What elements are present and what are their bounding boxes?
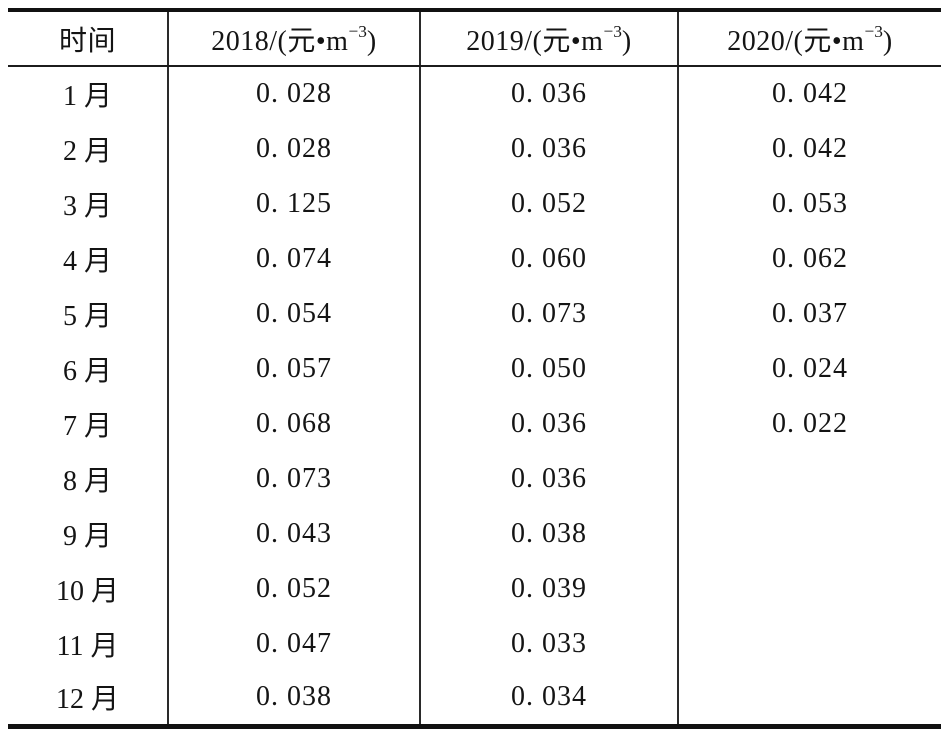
header-2019-text: 2019/(元•m (466, 25, 604, 57)
value-cell-2019: 0. 036 (419, 121, 678, 176)
header-2020-text: 2020/(元•m (727, 25, 865, 57)
table-row: 12 月 0. 038 0. 034 (8, 671, 941, 726)
header-2020-close-paren: ) (882, 25, 893, 57)
value-cell-2018: 0. 074 (167, 231, 420, 286)
value-cell-2018: 0. 054 (167, 286, 420, 341)
table-row: 8 月 0. 073 0. 036 (8, 451, 941, 506)
table-header-row: 时间 2018/(元•m−3) 2019/(元•m−3) 2020/(元•m−3… (8, 10, 941, 67)
value-cell-2018: 0. 125 (167, 176, 420, 231)
value-cell-2020 (677, 671, 941, 726)
header-2018-text: 2018/(元•m (211, 25, 349, 57)
column-header-2020: 2020/(元•m−3) (677, 10, 941, 67)
month-cell: 10 月 (55, 575, 119, 607)
column-header-2019: 2019/(元•m−3) (419, 10, 678, 67)
month-cell: 6 月 (62, 355, 112, 387)
value-cell-2020: 0. 042 (677, 66, 941, 121)
month-cell: 2 月 (62, 135, 112, 167)
value-cell-2020: 0. 037 (677, 286, 941, 341)
month-cell: 9 月 (62, 520, 112, 552)
value-cell-2020 (677, 451, 941, 506)
table-row: 10 月 0. 052 0. 039 (8, 561, 941, 616)
column-header-2018: 2018/(元•m−3) (167, 10, 420, 67)
value-cell-2020 (677, 506, 941, 561)
month-cell: 12 月 (55, 684, 119, 716)
table-row: 3 月 0. 125 0. 052 0. 053 (8, 176, 941, 231)
value-cell-2020 (677, 616, 941, 671)
month-cell: 5 月 (62, 300, 112, 332)
value-cell-2019: 0. 052 (419, 176, 678, 231)
value-cell-2018: 0. 028 (167, 121, 420, 176)
value-cell-2020: 0. 053 (677, 176, 941, 231)
month-cell: 4 月 (62, 245, 112, 277)
value-cell-2020: 0. 042 (677, 121, 941, 176)
value-cell-2019: 0. 036 (419, 66, 678, 121)
table-row: 5 月 0. 054 0. 073 0. 037 (8, 286, 941, 341)
table-row: 6 月 0. 057 0. 050 0. 024 (8, 341, 941, 396)
value-cell-2018: 0. 052 (167, 561, 420, 616)
header-2019-close-paren: ) (621, 25, 632, 57)
value-cell-2019: 0. 073 (419, 286, 678, 341)
value-cell-2020: 0. 062 (677, 231, 941, 286)
table-row: 1 月 0. 028 0. 036 0. 042 (8, 66, 941, 121)
month-cell: 1 月 (62, 81, 112, 112)
table-row: 4 月 0. 074 0. 060 0. 062 (8, 231, 941, 286)
table-row: 7 月 0. 068 0. 036 0. 022 (8, 396, 941, 451)
value-cell-2018: 0. 028 (167, 66, 420, 121)
value-cell-2020 (677, 561, 941, 616)
value-cell-2019: 0. 060 (419, 231, 678, 286)
value-cell-2018: 0. 068 (167, 396, 420, 451)
value-cell-2018: 0. 073 (167, 451, 420, 506)
value-cell-2019: 0. 039 (419, 561, 678, 616)
price-table: 时间 2018/(元•m−3) 2019/(元•m−3) 2020/(元•m−3… (8, 8, 941, 729)
header-2018-superscript: −3 (348, 21, 367, 41)
table-row: 2 月 0. 028 0. 036 0. 042 (8, 121, 941, 176)
value-cell-2020: 0. 022 (677, 396, 941, 451)
header-2018-close-paren: ) (366, 25, 377, 57)
month-cell: 7 月 (62, 410, 112, 442)
header-2020-superscript: −3 (864, 21, 883, 41)
month-cell: 3 月 (62, 190, 112, 222)
value-cell-2019: 0. 038 (419, 506, 678, 561)
value-cell-2018: 0. 047 (167, 616, 420, 671)
value-cell-2019: 0. 036 (419, 396, 678, 451)
value-cell-2020: 0. 024 (677, 341, 941, 396)
value-cell-2019: 0. 034 (419, 671, 678, 726)
header-2019-superscript: −3 (603, 21, 622, 41)
value-cell-2018: 0. 057 (167, 341, 420, 396)
month-cell: 8 月 (62, 465, 112, 497)
value-cell-2018: 0. 038 (167, 671, 420, 726)
value-cell-2019: 0. 036 (419, 451, 678, 506)
month-cell: 11 月 (56, 630, 119, 662)
value-cell-2019: 0. 050 (419, 341, 678, 396)
table-row: 9 月 0. 043 0. 038 (8, 506, 941, 561)
table-row: 11 月 0. 047 0. 033 (8, 616, 941, 671)
column-header-time: 时间 (8, 10, 168, 67)
value-cell-2019: 0. 033 (419, 616, 678, 671)
value-cell-2018: 0. 043 (167, 506, 420, 561)
